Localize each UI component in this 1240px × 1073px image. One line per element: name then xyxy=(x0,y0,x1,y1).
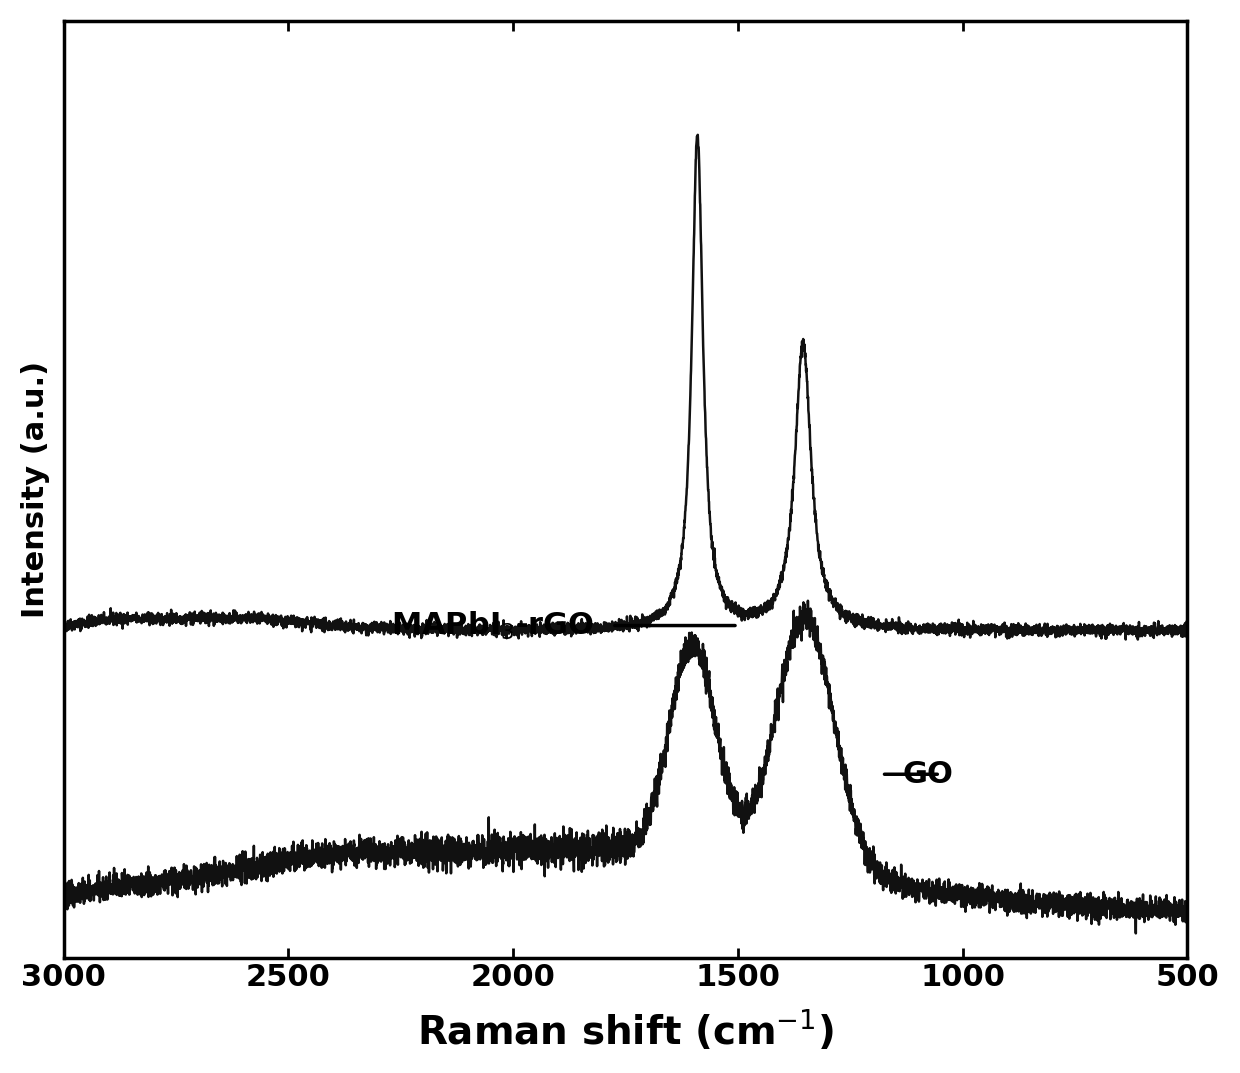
Text: MAPbI$_3$-rGO: MAPbI$_3$-rGO xyxy=(391,609,594,642)
Y-axis label: Intensity (a.u.): Intensity (a.u.) xyxy=(21,361,50,618)
Text: GO: GO xyxy=(903,760,954,789)
X-axis label: Raman shift (cm$^{-1}$): Raman shift (cm$^{-1}$) xyxy=(417,1009,833,1053)
